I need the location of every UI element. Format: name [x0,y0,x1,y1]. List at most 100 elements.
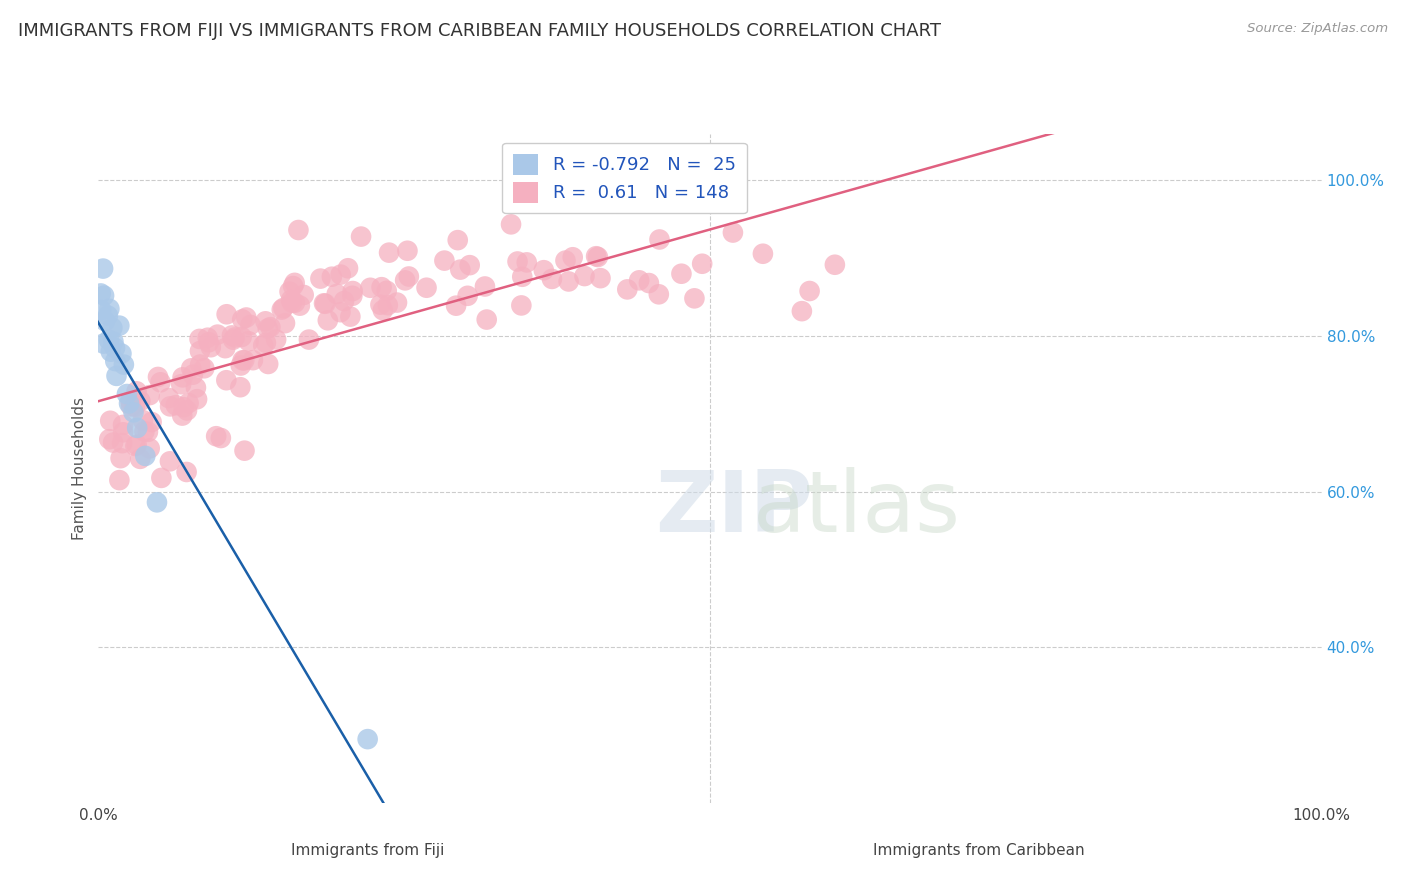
Point [231,312,253,326]
Point [790,304,813,318]
Point [172,409,194,423]
Point [172,370,194,384]
Point [94,314,117,328]
Point [127,421,149,435]
Point [207,327,229,342]
Point [309,271,332,285]
Point [359,281,381,295]
Point [375,284,398,298]
Point [193,361,215,376]
Point [316,313,339,327]
Point [385,295,408,310]
Point [224,330,246,344]
Point [181,368,204,382]
Point [298,333,321,347]
Point [457,289,479,303]
Point [101,320,124,334]
Point [506,254,529,268]
Point [396,244,419,258]
Point [242,353,264,368]
Point [233,353,256,368]
Point [146,495,169,509]
Point [415,281,437,295]
Point [93,288,115,302]
Point [122,405,145,419]
Point [97,309,120,323]
Point [150,471,173,485]
Point [377,298,399,312]
Point [129,451,152,466]
Point [157,391,180,405]
Point [97,333,120,347]
Point [105,368,128,383]
Point [273,301,295,315]
Point [270,302,292,317]
Point [125,438,148,452]
Point [214,341,236,355]
Point [394,273,416,287]
Point [176,465,198,479]
Point [215,307,238,321]
Point [333,294,356,309]
Point [574,268,596,283]
Point [110,451,132,466]
Point [683,291,706,305]
Point [90,303,112,318]
Point [447,233,470,247]
Point [180,361,202,376]
Point [159,454,181,468]
Point [124,400,146,414]
Text: ZIP: ZIP [655,467,813,550]
Point [184,381,207,395]
Point [541,272,564,286]
Point [205,429,228,443]
Point [233,443,256,458]
Point [312,296,335,310]
Point [280,293,302,307]
Point [188,358,211,372]
Point [231,330,253,344]
Point [474,279,496,293]
Point [221,328,243,343]
Point [91,261,114,276]
Point [281,295,304,310]
Point [98,414,121,428]
Point [104,341,127,355]
Point [111,436,134,450]
Point [350,229,373,244]
Point [284,295,307,310]
Point [104,354,127,368]
Point [98,301,121,316]
Point [134,449,156,463]
Point [90,286,112,301]
Text: atlas: atlas [752,467,960,550]
Point [510,298,533,312]
Point [274,316,297,330]
Point [648,232,671,246]
Point [112,358,135,372]
Point [616,282,638,296]
Point [101,435,124,450]
Text: Immigrants from Caribbean: Immigrants from Caribbean [873,843,1085,858]
Point [177,396,200,410]
Point [200,340,222,354]
Point [278,285,301,299]
Point [589,271,612,285]
Point [648,287,671,301]
Point [370,298,392,312]
Point [356,732,378,747]
Point [165,398,187,412]
Point [284,276,307,290]
Point [516,255,538,269]
Point [475,312,498,326]
Point [259,320,281,334]
Point [132,413,155,427]
Point [176,403,198,417]
Point [342,289,364,303]
Point [112,417,135,432]
Point [197,331,219,345]
Point [314,297,336,311]
Point [110,346,132,360]
Point [108,473,131,487]
Point [499,218,522,232]
